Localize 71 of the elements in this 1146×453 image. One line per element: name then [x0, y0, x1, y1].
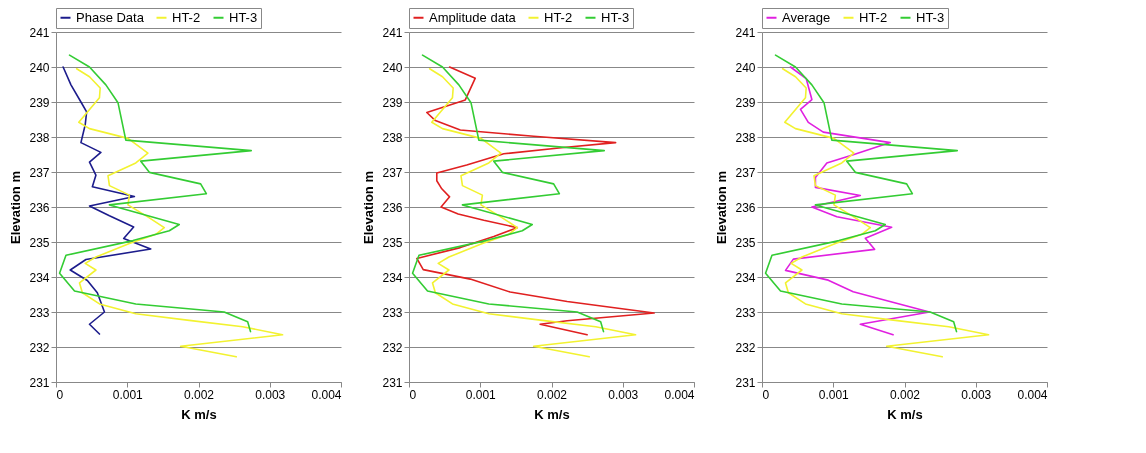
y-axis-title: Elevation m [8, 171, 24, 244]
y-tick-label: 232 [29, 340, 50, 355]
x-tick-label: 0.004 [664, 387, 695, 402]
y-tick-label: 239 [29, 95, 50, 110]
x-axis-title: K m/s [887, 406, 923, 422]
y-tick-label: 240 [735, 60, 756, 75]
x-tick-label: 0.002 [536, 387, 568, 402]
y-tick-label: 238 [29, 130, 50, 145]
legend-label: Average [782, 9, 831, 25]
x-tick-label: 0.001 [818, 387, 850, 402]
x-tick-label: 0.004 [311, 387, 342, 402]
y-tick-label: 238 [382, 130, 403, 145]
y-tick-label: 232 [735, 340, 756, 355]
legend-label: HT-2 [172, 9, 201, 25]
line-series [781, 67, 990, 358]
x-axis-title: K m/s [534, 406, 570, 422]
legend-label: HT-3 [229, 9, 258, 25]
line-series [58, 54, 253, 333]
line-series [416, 66, 655, 336]
line-series [764, 54, 959, 333]
y-tick-label: 239 [382, 95, 403, 110]
y-axis-title: Elevation m [714, 171, 730, 244]
x-axis-title: K m/s [181, 406, 217, 422]
y-tick-label: 231 [29, 375, 50, 390]
x-tick-label: 0.003 [255, 387, 286, 402]
x-tick-label: 0.002 [183, 387, 215, 402]
y-tick-label: 239 [735, 95, 756, 110]
y-tick-label: 231 [382, 375, 403, 390]
y-tick-label: 231 [735, 375, 756, 390]
legend-label: HT-3 [916, 9, 945, 25]
y-tick-label: 236 [29, 200, 50, 215]
line-series [428, 67, 637, 358]
y-tick-label: 235 [29, 235, 50, 250]
y-tick-label: 234 [29, 270, 50, 285]
x-tick-label: 0.003 [961, 387, 992, 402]
line-series [75, 67, 284, 358]
legend-label: HT-2 [544, 9, 573, 25]
y-tick-label: 234 [382, 270, 403, 285]
y-tick-label: 236 [735, 200, 756, 215]
line-series [62, 66, 152, 335]
y-tick-label: 241 [382, 25, 403, 40]
legend-label: HT-2 [859, 9, 888, 25]
y-tick-label: 241 [735, 25, 756, 40]
x-tick-label: 0.001 [112, 387, 144, 402]
y-tick-label: 237 [382, 165, 403, 180]
y-tick-label: 235 [382, 235, 403, 250]
x-tick-label: 0 [56, 387, 64, 402]
y-tick-label: 233 [735, 305, 756, 320]
x-tick-label: 0 [409, 387, 417, 402]
y-tick-label: 237 [29, 165, 50, 180]
y-tick-label: 233 [382, 305, 403, 320]
legend-label: HT-3 [601, 9, 630, 25]
y-tick-label: 241 [29, 25, 50, 40]
x-tick-label: 0.002 [889, 387, 921, 402]
y-tick-label: 240 [29, 60, 50, 75]
y-tick-label: 236 [382, 200, 403, 215]
y-tick-label: 232 [382, 340, 403, 355]
legend-label: Amplitude data [429, 9, 517, 25]
x-tick-label: 0.004 [1017, 387, 1048, 402]
x-tick-label: 0 [762, 387, 770, 402]
x-tick-label: 0.001 [465, 387, 497, 402]
y-tick-label: 238 [735, 130, 756, 145]
y-tick-label: 237 [735, 165, 756, 180]
line-series [411, 54, 606, 333]
y-tick-label: 233 [29, 305, 50, 320]
y-tick-label: 234 [735, 270, 756, 285]
y-tick-label: 235 [735, 235, 756, 250]
legend-label: Phase Data [76, 9, 145, 25]
x-tick-label: 0.003 [608, 387, 639, 402]
y-axis-title: Elevation m [361, 171, 377, 244]
y-tick-label: 240 [382, 60, 403, 75]
